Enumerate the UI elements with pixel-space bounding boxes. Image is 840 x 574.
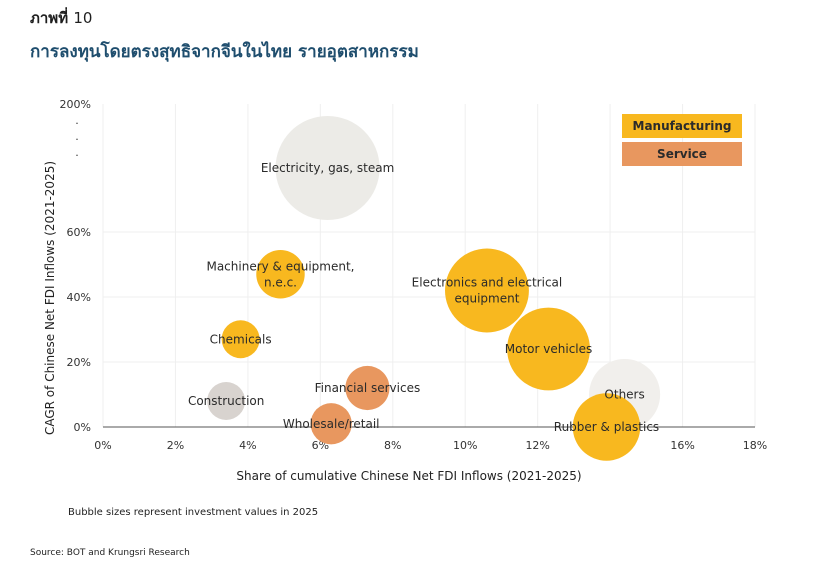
bubble-label: Motor vehicles: [505, 342, 592, 356]
y-break-dot: .: [75, 114, 79, 127]
y-tick-label: 20%: [67, 356, 91, 369]
bubble-machinery-equipment-n-e-c: [256, 250, 305, 299]
bubble-motor-vehicles: [507, 307, 590, 391]
y-break-dot: .: [75, 130, 79, 143]
y-break-dot: .: [75, 146, 79, 159]
x-tick-label: 8%: [384, 439, 401, 452]
chart-title: การลงทุนโดยตรงสุทธิจากจีนในไทย รายอุตสาห…: [30, 42, 419, 62]
bubble-label: Electronics and electrical equipment: [412, 276, 563, 306]
bubble-rubber-plastics: [572, 393, 641, 461]
x-tick-label: 18%: [743, 439, 767, 452]
bubble-label: Financial services: [315, 381, 421, 395]
legend-item-manufacturing: Manufacturing: [622, 114, 742, 138]
x-tick-label: 10%: [453, 439, 477, 452]
bubble-label: Rubber & plastics: [554, 420, 659, 434]
x-axis-label: Share of cumulative Chinese Net FDI Infl…: [236, 469, 581, 483]
bubble-construction: [207, 382, 246, 420]
y-axis-label: CAGR of Chinese Net FDI Inflows (2021-20…: [43, 161, 57, 435]
x-tick-label: 2%: [167, 439, 184, 452]
x-tick-label: 12%: [525, 439, 549, 452]
bubble-chemicals: [221, 320, 260, 359]
axes: 0%2%4%6%8%10%12%14%16%18%0%20%40%60%200%…: [43, 98, 767, 483]
bubbles: [207, 115, 661, 461]
bubble-labels: Electricity, gas, steam Machinery & equip…: [188, 161, 659, 434]
bubble-label: Construction: [188, 394, 264, 408]
y-tick-label: 60%: [67, 226, 91, 239]
bubble-wholesale-retail: [310, 403, 352, 445]
bubble-label: Others: [604, 388, 644, 402]
legend-item-service: Service: [622, 142, 742, 166]
source-note: Source: BOT and Krungsri Research: [30, 548, 190, 558]
bubble-label: Machinery & equipment, n.e.c.: [206, 259, 354, 289]
y-break-label: 200%: [60, 98, 91, 111]
bubble-electricity-gas-steam: [275, 115, 380, 221]
bubble-size-note: Bubble sizes represent investment values…: [68, 507, 319, 518]
y-tick-label: 40%: [67, 291, 91, 304]
bubble-electronics-and-electrical-equipment: [445, 248, 529, 333]
y-tick-label: 0%: [74, 421, 91, 434]
x-tick-label: 0%: [94, 439, 111, 452]
figure-label: ภาพที่ 10: [30, 6, 92, 30]
bubble-label: Electricity, gas, steam: [261, 161, 394, 175]
figure-label-text: ภาพที่: [30, 9, 69, 27]
legend: Manufacturing Service: [622, 114, 742, 170]
figure-number: 10: [73, 9, 93, 27]
x-tick-label: 4%: [239, 439, 256, 452]
bubble-label: Chemicals: [210, 332, 272, 346]
x-tick-label: 16%: [670, 439, 694, 452]
bubble-financial-services: [345, 365, 390, 411]
bubble-label: Wholesale/retail: [283, 417, 380, 431]
